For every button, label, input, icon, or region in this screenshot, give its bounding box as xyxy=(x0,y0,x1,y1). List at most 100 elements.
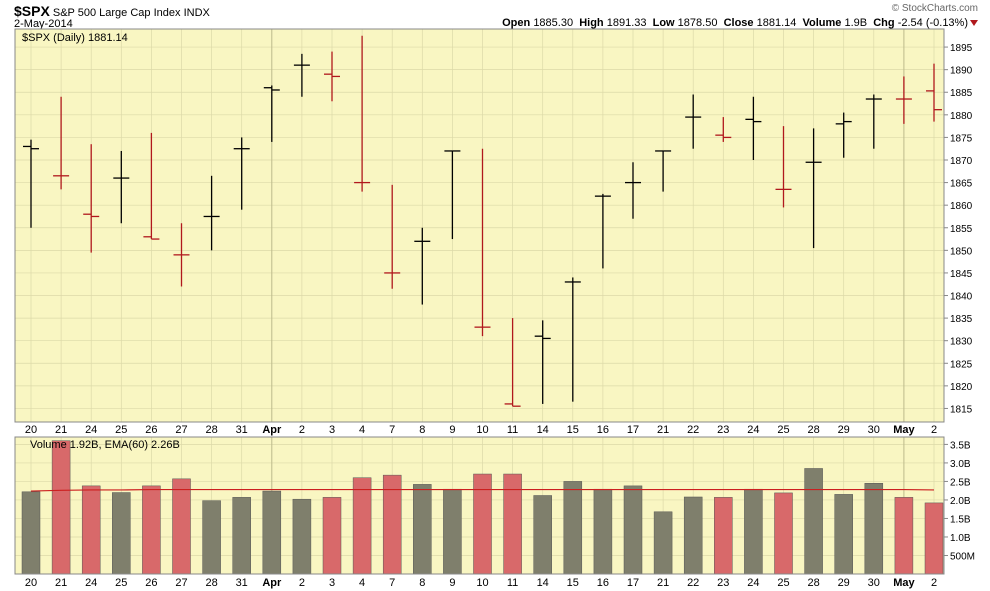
volume-bar xyxy=(21,491,41,575)
ohlc-series xyxy=(23,35,942,407)
x-tick-label: 7 xyxy=(389,577,395,589)
x-tick-label: 24 xyxy=(747,577,759,589)
volume-bar xyxy=(262,490,282,575)
price-tick-label: 1845 xyxy=(950,269,973,280)
symbol: $SPX xyxy=(14,3,50,19)
volume-tick-label: 2.0B xyxy=(950,496,971,507)
x-tick-label: 14 xyxy=(537,577,549,589)
ohlc-bar xyxy=(775,126,792,208)
price-tick-label: 1880 xyxy=(950,111,973,122)
volume-bar xyxy=(352,477,372,575)
ohlc-bar xyxy=(23,139,39,228)
x-tick-label: 2 xyxy=(299,577,305,589)
ohlc-bar xyxy=(625,162,641,219)
volume-bar xyxy=(563,481,583,575)
ohlc-bar xyxy=(564,277,581,402)
x-tick-label: 17 xyxy=(627,577,639,589)
ohlc-bar xyxy=(143,132,160,240)
ohlc-bar xyxy=(715,117,732,142)
x-tick-label: 9 xyxy=(449,577,455,589)
x-tick-label: 7 xyxy=(389,424,395,436)
down-arrow-icon xyxy=(970,20,978,26)
x-tick-label: 4 xyxy=(359,424,365,436)
volume-bar xyxy=(714,497,733,575)
x-tick-label: 20 xyxy=(25,424,37,436)
x-axis-labels-volume: 20 21 24 25 26 27 28 31 Apr 2 3 4 7 8 9 10 11 14 15 16 17 21 2… xyxy=(25,577,937,589)
price-tick-label: 1840 xyxy=(950,292,973,303)
ohlc-bar xyxy=(504,318,521,407)
volume-bar xyxy=(322,497,342,575)
ohlc-bar xyxy=(655,150,672,192)
exchange: INDX xyxy=(183,7,210,19)
volume-bar xyxy=(413,484,432,575)
x-tick-label: 17 xyxy=(627,424,639,436)
x-tick-label: 28 xyxy=(807,424,819,436)
price-tick-label: 1815 xyxy=(950,404,973,415)
x-tick-label: 21 xyxy=(55,577,67,589)
volume-bar xyxy=(804,468,823,575)
high-value: 1891.33 xyxy=(606,17,647,29)
x-tick-label: 28 xyxy=(205,577,217,589)
x-tick-label: 22 xyxy=(687,424,699,436)
volume-tick-label: 500M xyxy=(950,551,975,562)
x-tick-label: 3 xyxy=(329,577,335,589)
x-tick-label: 2 xyxy=(931,577,937,589)
volume-tick-label: 1.0B xyxy=(950,533,971,544)
x-tick-label: 25 xyxy=(115,577,127,589)
close-value: 1881.14 xyxy=(756,17,797,29)
volume-panel-border xyxy=(14,436,945,575)
index-name: S&P 500 Large Cap Index xyxy=(52,7,181,19)
volume-bar xyxy=(142,485,161,575)
volume-bar xyxy=(232,497,251,575)
x-tick-label: 8 xyxy=(419,577,425,589)
x-tick-label: 8 xyxy=(419,424,425,436)
x-tick-label: May xyxy=(893,424,915,436)
ohlc-bar xyxy=(926,63,942,122)
price-tick-label: 1865 xyxy=(950,179,973,190)
ohlc-bar xyxy=(324,51,340,102)
x-tick-label: 23 xyxy=(717,424,729,436)
volume-bar xyxy=(81,485,101,575)
price-legend: $SPX (Daily) 1881.14 xyxy=(22,32,128,44)
x-tick-label: Apr xyxy=(262,577,282,589)
volume-tick-label: 2.5B xyxy=(950,477,971,488)
volume-value: 1.9B xyxy=(844,17,868,29)
high-label: High xyxy=(579,17,604,29)
price-tick-label: 1895 xyxy=(950,43,973,54)
x-tick-label: 21 xyxy=(657,424,669,436)
x-tick-label: 9 xyxy=(449,424,455,436)
x-tick-label: 3 xyxy=(329,424,335,436)
volume-label: Volume xyxy=(802,17,842,29)
x-tick-label: 10 xyxy=(476,577,488,589)
volume-bar xyxy=(202,500,221,575)
price-tick-label: 1820 xyxy=(950,382,973,393)
ohlc-bar xyxy=(444,150,461,240)
volume-bar xyxy=(533,495,552,575)
ohlc-bar xyxy=(203,175,220,251)
volume-tick-label: 1.5B xyxy=(950,514,971,525)
volume-bar xyxy=(172,478,191,575)
price-tick-label: 1860 xyxy=(950,201,973,212)
chg-label: Chg xyxy=(873,17,895,29)
x-tick-label: 15 xyxy=(567,577,579,589)
price-y-axis: 1815 1820 1825 1830 1835 1840 1845 1850 1855 1860… xyxy=(944,43,973,415)
x-tick-label: 26 xyxy=(145,424,157,436)
open-label: Open xyxy=(502,17,531,29)
x-tick-label: 11 xyxy=(507,424,518,436)
quote-line: Open 1885.30 High 1891.33 Low 1878.50 Cl… xyxy=(502,17,968,29)
x-tick-label: 30 xyxy=(868,577,880,589)
volume-bar xyxy=(924,502,944,575)
volume-bar xyxy=(623,485,643,575)
x-tick-label: Apr xyxy=(262,424,282,436)
volume-bar xyxy=(864,483,884,575)
x-tick-label: 27 xyxy=(175,424,187,436)
x-tick-label: May xyxy=(893,577,915,589)
ohlc-bar xyxy=(895,76,912,124)
x-tick-label: 27 xyxy=(175,577,187,589)
price-tick-label: 1835 xyxy=(950,314,973,325)
volume-bar xyxy=(744,488,763,575)
price-tick-label: 1850 xyxy=(950,246,973,257)
ohlc-bar xyxy=(474,148,491,337)
price-tick-label: 1855 xyxy=(950,224,973,235)
